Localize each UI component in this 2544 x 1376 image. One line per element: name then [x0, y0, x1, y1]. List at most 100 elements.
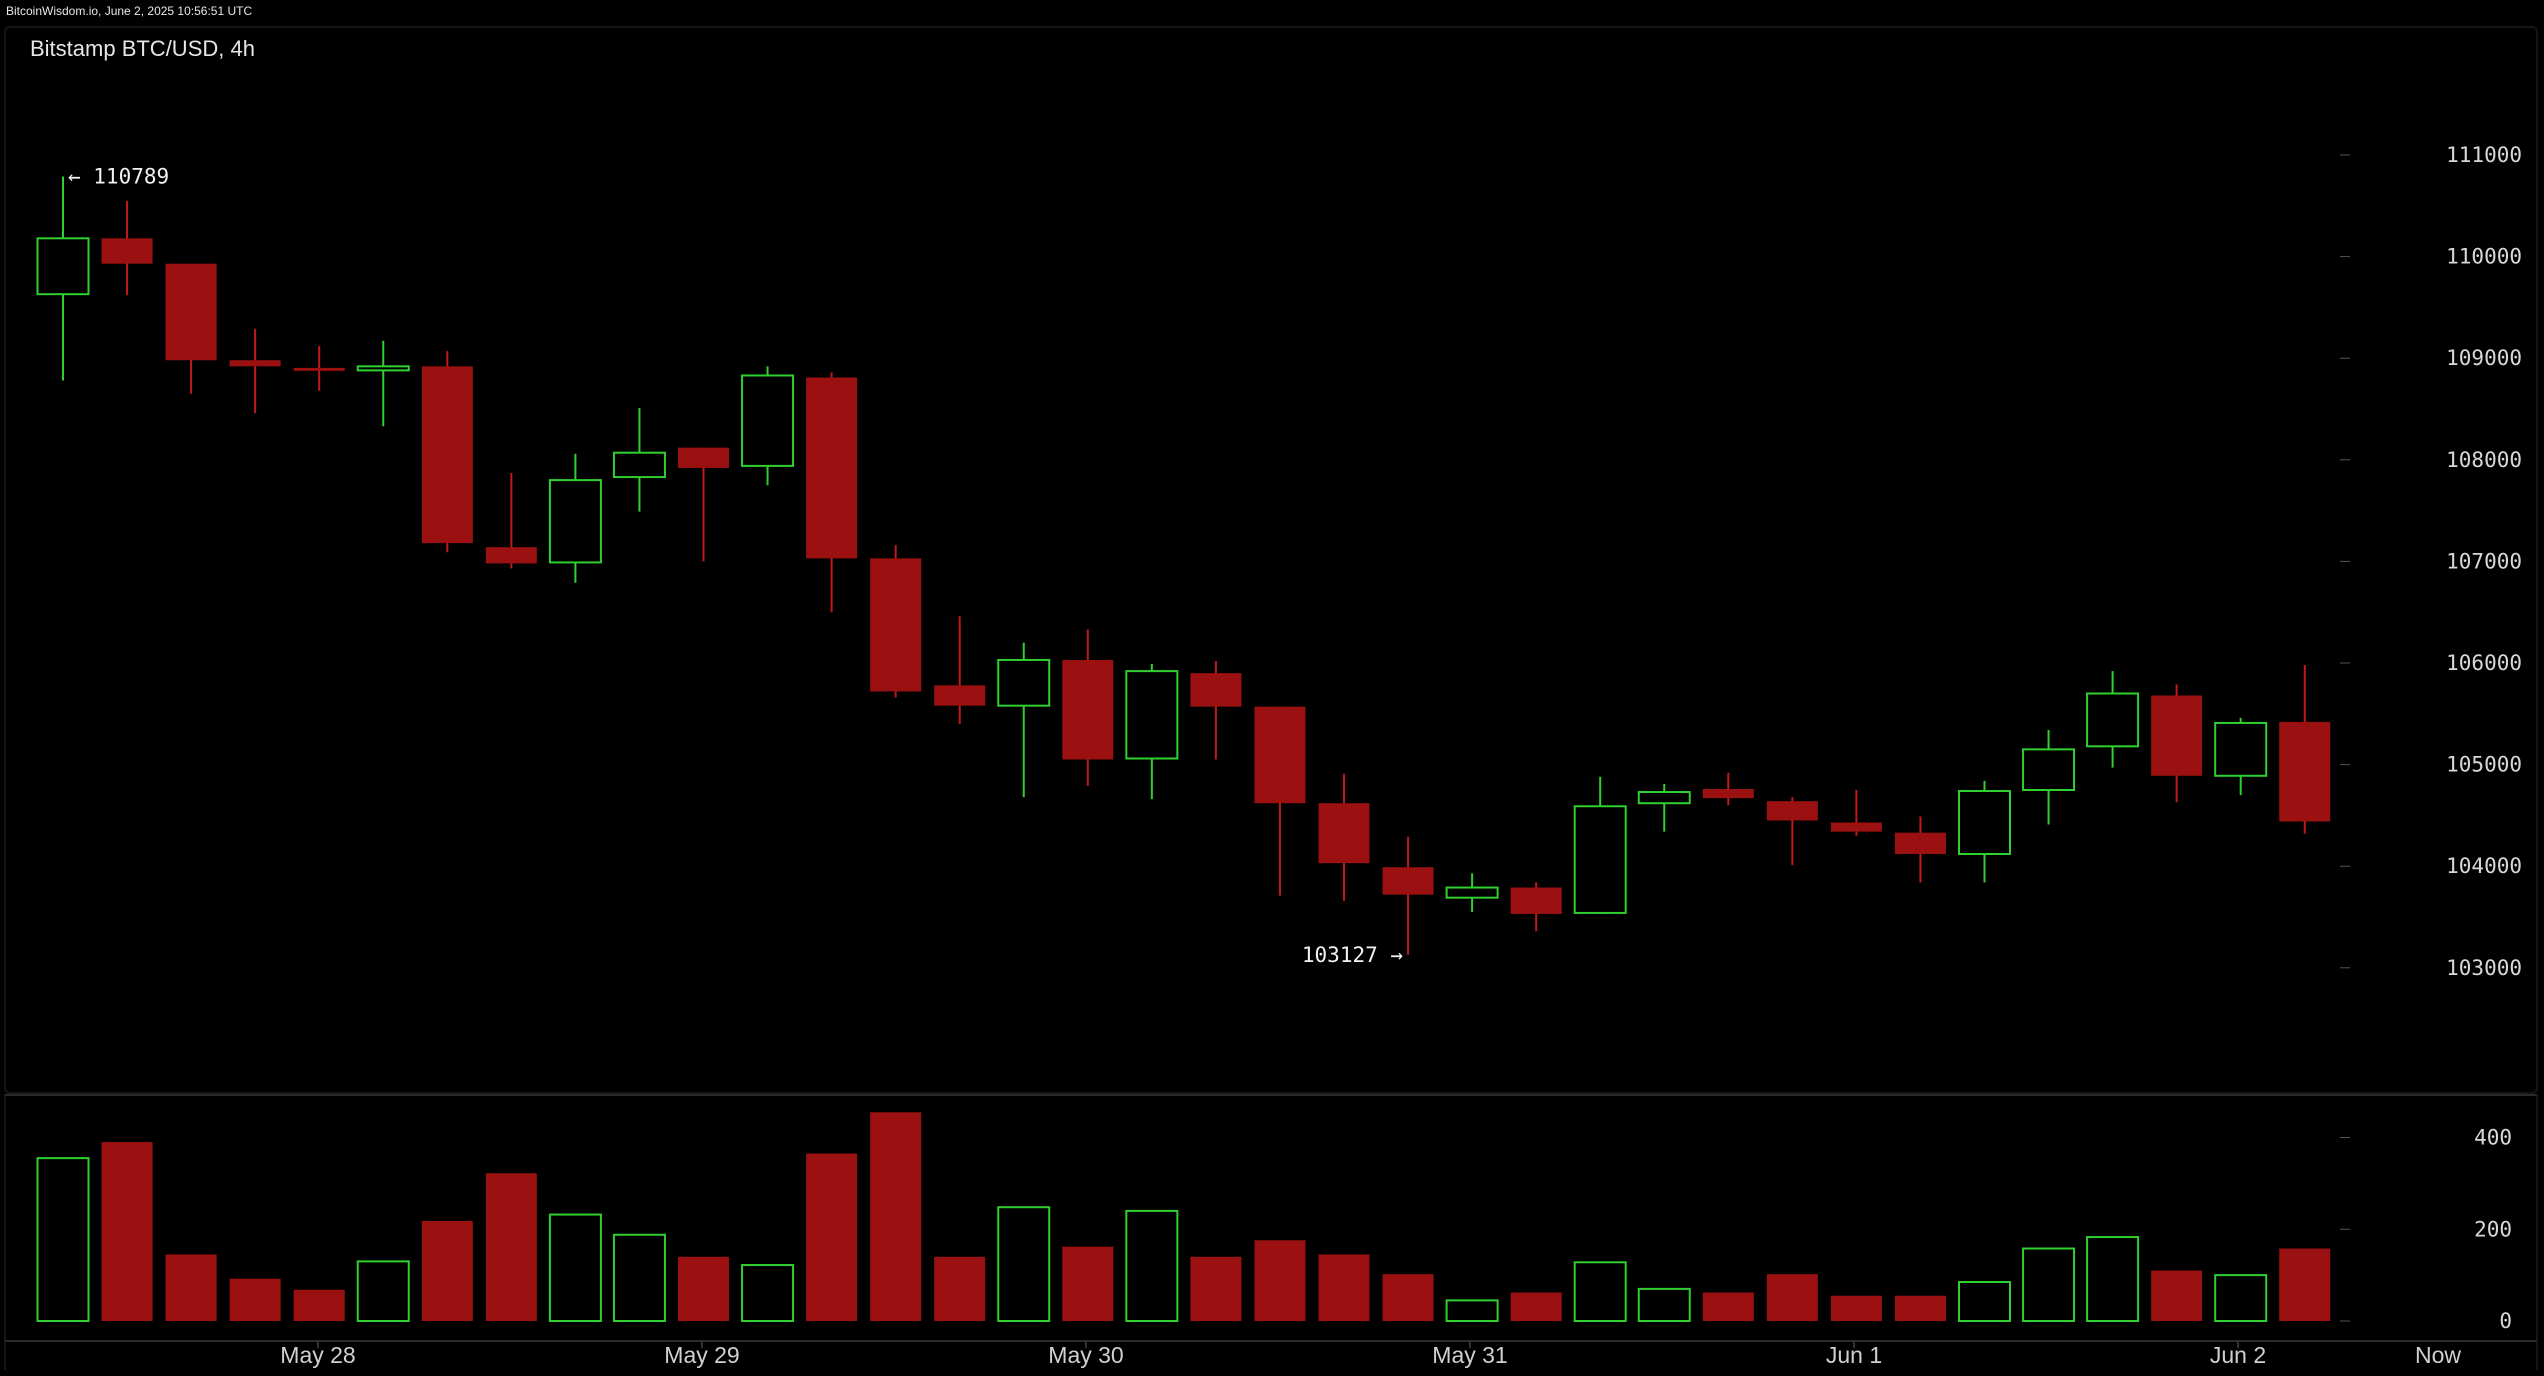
candle-body: [1702, 788, 1754, 799]
price-tick-label: 109000: [2446, 346, 2522, 370]
candle: [101, 200, 153, 296]
volume-bar: [293, 1289, 345, 1321]
candle-body: [1637, 791, 1691, 805]
volume-bar: [2151, 1270, 2203, 1321]
candle-body: [548, 479, 602, 564]
volume-bar: [870, 1112, 922, 1321]
candle: [1254, 706, 1306, 896]
volume-tick-label: 200: [2474, 1217, 2512, 1241]
candle: [1637, 783, 1691, 832]
candle-body: [1958, 790, 2011, 856]
candle: [1125, 664, 1179, 800]
volume-bar: [1830, 1295, 1882, 1321]
candle: [229, 328, 281, 414]
candle-body: [485, 547, 537, 564]
volume-bar: [421, 1220, 473, 1321]
candle: [356, 340, 410, 427]
candle-body: [2151, 695, 2203, 776]
candle: [741, 366, 795, 486]
volume-bar: [485, 1173, 537, 1321]
volume-bar: [1702, 1292, 1754, 1321]
volume-bar: [1766, 1274, 1818, 1321]
candle-body: [1318, 803, 1370, 864]
candle: [36, 176, 90, 381]
volume-bar: [1062, 1246, 1114, 1321]
volume-bar: [2022, 1247, 2076, 1322]
candle-body: [229, 360, 281, 367]
chart-title: Bitstamp BTC/USD, 4h: [30, 36, 255, 61]
volume-bar: [101, 1142, 153, 1321]
candle-body: [101, 238, 153, 264]
candle-body: [1382, 867, 1434, 895]
candle-body: [293, 367, 345, 371]
candle-body: [421, 366, 473, 544]
volume-bar: [36, 1157, 90, 1323]
volume-bar: [1190, 1256, 1242, 1321]
candle-body: [612, 451, 666, 479]
time-tick-label: May 28: [280, 1342, 355, 1368]
candle: [2022, 730, 2076, 825]
volume-bar: [2214, 1274, 2268, 1322]
volume-bar: [229, 1278, 281, 1321]
candle: [1830, 790, 1882, 836]
watermark: BitcoinWisdom.io, June 2, 2025 10:56:51 …: [6, 4, 253, 18]
candle-body: [356, 365, 410, 372]
volume-bar: [1510, 1292, 1562, 1321]
volume-bar: [612, 1233, 666, 1323]
price-tick-label: 103000: [2446, 956, 2522, 980]
candle: [1702, 772, 1754, 806]
volume-bar: [2086, 1236, 2140, 1322]
candle-body: [678, 447, 729, 468]
volume-bar: [1894, 1295, 1946, 1321]
candle-body: [1894, 832, 1946, 855]
candle-body: [2086, 692, 2140, 748]
price-panel[interactable]: [4, 26, 2538, 1094]
candle-body: [36, 237, 90, 296]
volume-bar: [165, 1254, 217, 1321]
candle-body: [934, 685, 986, 706]
candle-body: [2279, 721, 2331, 822]
volume-bar: [548, 1213, 602, 1322]
candle: [548, 453, 602, 583]
candle-body: [1254, 706, 1306, 804]
volume-bar: [1254, 1240, 1306, 1321]
candle: [2151, 684, 2203, 803]
candle: [2086, 671, 2140, 768]
volume-tick-label: 400: [2474, 1126, 2512, 1150]
volume-bar: [1445, 1299, 1499, 1322]
volume-bar: [806, 1153, 858, 1321]
candle: [2279, 665, 2331, 834]
volume-bar: [741, 1264, 795, 1322]
price-tick-label: 111000: [2446, 143, 2522, 167]
candle: [1894, 816, 1946, 883]
time-tick-label: Now: [2415, 1342, 2461, 1368]
volume-bar: [1573, 1261, 1627, 1323]
time-axis: [4, 1340, 2538, 1370]
candle-body: [806, 377, 858, 559]
candle-body: [1766, 801, 1818, 821]
time-tick-label: May 30: [1048, 1342, 1123, 1368]
volume-bar: [1125, 1209, 1179, 1323]
volume-bar: [934, 1256, 986, 1321]
candle-body: [2022, 748, 2076, 791]
candle: [934, 616, 986, 724]
candle-body: [1062, 659, 1114, 760]
candle-body: [870, 558, 922, 692]
price-tick-label: 106000: [2446, 651, 2522, 675]
volume-bar: [678, 1256, 729, 1321]
candle: [293, 346, 345, 391]
volume-bar: [1958, 1281, 2011, 1322]
time-tick-label: Jun 1: [1826, 1342, 1882, 1368]
candle-body: [997, 658, 1051, 707]
candle: [485, 473, 537, 569]
price-tick-label: 107000: [2446, 549, 2522, 573]
candle: [870, 545, 922, 698]
candle: [1573, 776, 1627, 914]
time-tick-label: Jun 2: [2210, 1342, 2266, 1368]
candle: [612, 407, 666, 512]
candle-body: [1445, 886, 1499, 899]
candle: [1318, 773, 1370, 901]
candle: [1445, 873, 1499, 912]
